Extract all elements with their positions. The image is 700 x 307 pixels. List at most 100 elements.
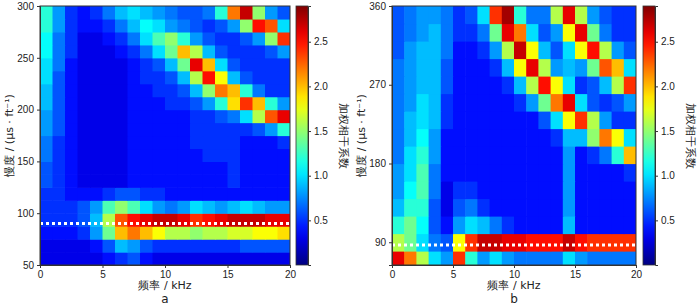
heat-cell	[490, 216, 503, 234]
heat-cell	[265, 187, 278, 201]
heat-cell	[178, 110, 191, 124]
colorbar-axis-tick-label: 1.5	[661, 126, 675, 137]
y-axis-title: 慢度 / (μs · ft⁻¹)	[3, 94, 16, 178]
y-axis-tick-mark	[389, 85, 392, 86]
heat-cell	[392, 216, 405, 234]
heat-cell	[240, 226, 253, 240]
colorbar-axis-tick: 2.5	[655, 36, 675, 47]
heat-cell	[526, 111, 539, 129]
heat-cell	[103, 123, 116, 137]
heat-cell	[190, 6, 203, 20]
heat-cell	[128, 84, 141, 98]
heat-cell	[502, 6, 515, 24]
heat-cell	[612, 6, 625, 24]
heat-cell	[228, 187, 241, 201]
heat-cell	[65, 71, 78, 85]
heat-cell	[115, 123, 128, 137]
heat-cell	[90, 148, 103, 162]
heat-cell	[612, 251, 625, 265]
heat-cell	[128, 71, 141, 85]
heat-cell	[612, 111, 625, 129]
heat-cell	[265, 32, 278, 46]
heat-cell	[624, 199, 636, 217]
heat-cell	[78, 97, 91, 111]
heat-cell	[404, 41, 417, 59]
heat-cell	[575, 129, 588, 147]
heat-cell	[53, 6, 66, 20]
colorbar-title: 加权相干系数	[337, 103, 350, 169]
heat-cell	[253, 200, 266, 214]
heat-cell	[538, 6, 551, 24]
heat-cell	[441, 251, 454, 265]
heat-cell	[178, 252, 191, 265]
heat-cell	[526, 6, 539, 24]
heat-cell	[490, 164, 503, 182]
heat-cell	[128, 32, 141, 46]
colorbar-axis-tick-mark	[655, 86, 658, 87]
heat-cell	[240, 136, 253, 150]
heat-cell	[228, 226, 241, 240]
heat-cell	[526, 24, 539, 42]
heat-cell	[215, 148, 228, 162]
heat-cell	[140, 84, 153, 98]
heat-cell	[215, 6, 228, 20]
heat-cell	[53, 200, 66, 214]
heat-cell	[624, 181, 636, 199]
heat-cell	[599, 24, 612, 42]
heat-cell	[599, 216, 612, 234]
heat-cell	[203, 161, 216, 175]
heat-cell	[40, 123, 53, 137]
heat-cell	[404, 181, 417, 199]
heat-cell	[538, 199, 551, 217]
heat-cell	[40, 6, 53, 20]
heat-cell	[490, 129, 503, 147]
heat-cell	[190, 84, 203, 98]
heat-cell	[453, 129, 466, 147]
x-axis-title: 频率 / kHz	[487, 279, 540, 292]
heat-cell	[538, 24, 551, 42]
x-axis-tick-label: 20	[285, 269, 297, 280]
heat-cell	[538, 181, 551, 199]
panel-label: b	[510, 292, 518, 306]
x-axis-tick: 5	[100, 265, 106, 280]
heat-cell	[514, 146, 527, 164]
heat-cell	[441, 94, 454, 112]
heat-cell	[575, 24, 588, 42]
heat-cell	[392, 24, 405, 42]
heat-cell	[514, 164, 527, 182]
heat-cell	[215, 226, 228, 240]
heat-cell	[140, 123, 153, 137]
heat-cell	[453, 164, 466, 182]
heat-cell	[153, 110, 166, 124]
heat-cell	[190, 71, 203, 85]
heat-cell	[612, 216, 625, 234]
colorbar-axis-tick-label: 1.0	[661, 170, 675, 181]
heat-cell	[215, 32, 228, 46]
heat-cell	[228, 6, 241, 20]
heat-cell	[40, 84, 53, 98]
heat-cell	[563, 111, 576, 129]
heat-cell	[453, 111, 466, 129]
heat-cell	[128, 58, 141, 72]
heat-cell	[128, 239, 141, 253]
heat-cell	[165, 161, 178, 175]
heat-cell	[563, 216, 576, 234]
heat-cell	[190, 58, 203, 72]
x-axis-line	[41, 266, 291, 269]
colorbar-axis-tick: 0.5	[308, 215, 328, 226]
heat-cell	[477, 111, 490, 129]
heat-cell	[215, 136, 228, 150]
heat-cell	[477, 76, 490, 94]
heat-cell	[490, 6, 503, 24]
heat-cell	[190, 252, 203, 265]
heat-cell	[115, 200, 128, 214]
heat-cell	[40, 239, 53, 253]
colorbar-axis-tick-label: 2.5	[314, 36, 328, 47]
heat-cell	[140, 226, 153, 240]
colorbar-title: 加权相干系数	[684, 103, 697, 169]
heat-cell	[65, 239, 78, 253]
heat-cell	[278, 32, 291, 46]
heat-cell	[65, 148, 78, 162]
heat-cell	[392, 234, 405, 252]
heat-cell	[624, 76, 636, 94]
